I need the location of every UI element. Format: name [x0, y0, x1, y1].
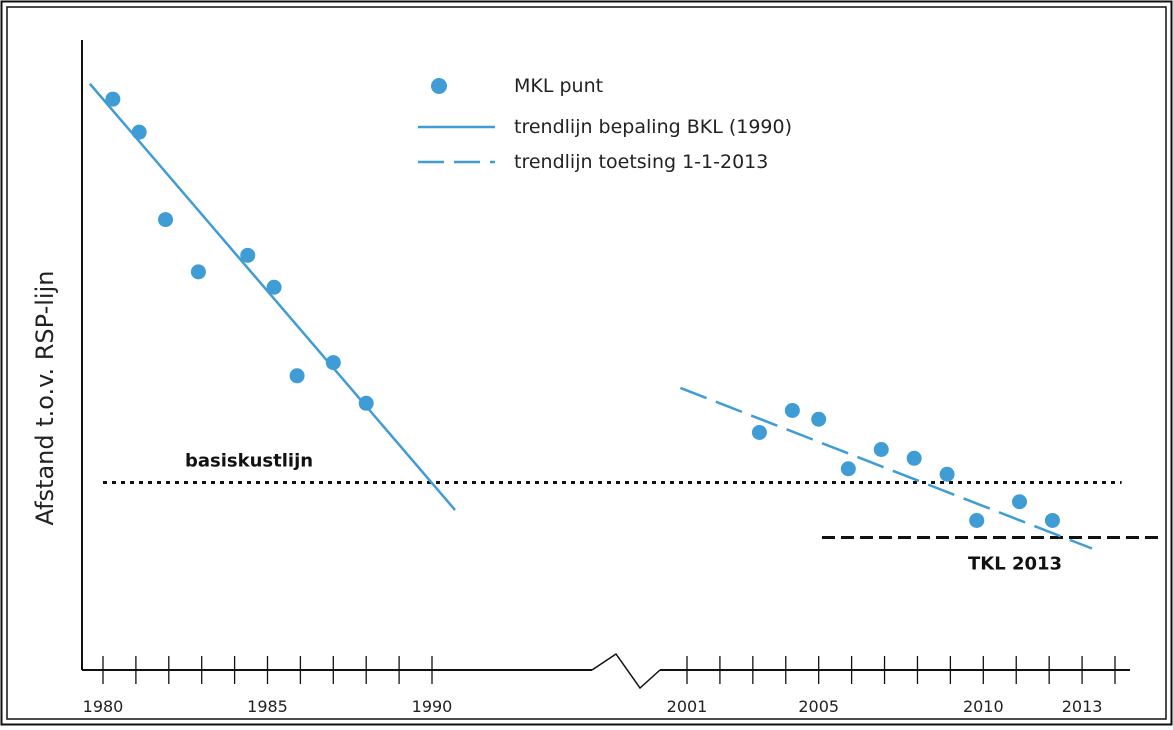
x-tick-label: 2005	[798, 697, 839, 716]
legend-label: MKL punt	[514, 75, 603, 97]
legend: MKL punt trendlijn bepaling BKL (1990) tre…	[418, 75, 792, 173]
legend-marker-dot	[431, 78, 447, 94]
trendlines-group	[88, 82, 1093, 550]
x-tick-label: 2010	[963, 697, 1004, 716]
trendline-bepaling-bkl	[88, 82, 456, 511]
mkl-point	[751, 424, 767, 440]
mkl-point	[873, 442, 889, 457]
mkl-point	[969, 512, 985, 528]
mkl-point	[1044, 512, 1060, 528]
axes-group	[81, 40, 1130, 690]
mkl-point	[190, 264, 206, 280]
x-tick-label: 1990	[412, 697, 453, 716]
mkl-point	[289, 368, 305, 384]
annotations-group: basiskustlijn TKL 2013	[185, 451, 1062, 575]
mkl-point	[840, 461, 856, 477]
x-ticks-group: 1980 1985 1990 2001 2005 2010 2013	[83, 656, 1116, 716]
data-points-group	[105, 91, 1060, 528]
reference-lines-group	[103, 481, 1162, 539]
basiskustlijn-label: basiskustlijn	[185, 451, 313, 472]
mkl-point	[240, 247, 256, 263]
tkl-2013-label: TKL 2013	[968, 554, 1062, 575]
x-tick-label: 2013	[1062, 697, 1103, 716]
mkl-point	[939, 466, 955, 482]
mkl-point	[784, 402, 800, 418]
x-tick-label: 1985	[247, 697, 288, 716]
x-tick-label: 1980	[83, 697, 124, 716]
mkl-point	[906, 450, 922, 466]
mkl-point	[105, 91, 121, 107]
mkl-point	[1012, 494, 1028, 510]
mkl-point	[811, 411, 827, 427]
inner-frame	[6, 6, 1167, 720]
x-tick-label: 2001	[667, 697, 708, 716]
legend-label: trendlijn bepaling BKL (1990)	[514, 116, 792, 138]
x-axis-break-zigzag	[591, 652, 661, 690]
y-axis-label: Afstand t.o.v. RSP-lijn	[31, 271, 59, 526]
mkl-point	[358, 395, 374, 411]
mkl-point	[325, 355, 341, 371]
legend-label: trendlijn toetsing 1-1-2013	[514, 151, 768, 173]
trendline-toetsing	[679, 386, 1093, 550]
mkl-point	[158, 212, 174, 228]
mkl-point	[131, 124, 147, 140]
mkl-point	[266, 279, 282, 295]
